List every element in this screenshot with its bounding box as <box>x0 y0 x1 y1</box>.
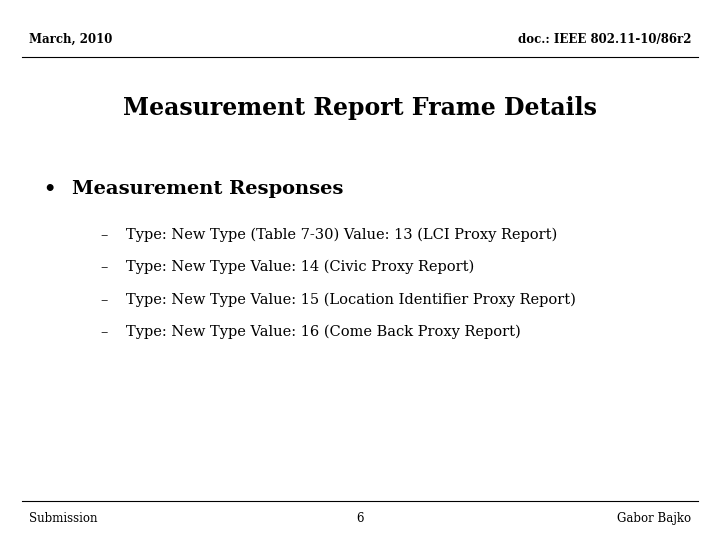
Text: 6: 6 <box>356 512 364 525</box>
Text: Submission: Submission <box>29 512 97 525</box>
Text: Type: New Type Value: 14 (Civic Proxy Report): Type: New Type Value: 14 (Civic Proxy Re… <box>126 260 474 274</box>
Text: Type: New Type Value: 16 (Come Back Proxy Report): Type: New Type Value: 16 (Come Back Prox… <box>126 325 521 339</box>
Text: March, 2010: March, 2010 <box>29 33 112 46</box>
Text: Gabor Bajko: Gabor Bajko <box>617 512 691 525</box>
Text: Type: New Type Value: 15 (Location Identifier Proxy Report): Type: New Type Value: 15 (Location Ident… <box>126 293 576 307</box>
Text: –: – <box>101 260 108 274</box>
Text: doc.: IEEE 802.11-10/86r2: doc.: IEEE 802.11-10/86r2 <box>518 33 691 46</box>
Text: –: – <box>101 325 108 339</box>
Text: Measurement Report Frame Details: Measurement Report Frame Details <box>123 96 597 120</box>
Text: Measurement Responses: Measurement Responses <box>72 180 343 198</box>
Text: –: – <box>101 293 108 307</box>
Text: –: – <box>101 228 108 242</box>
Text: Type: New Type (Table 7-30) Value: 13 (LCI Proxy Report): Type: New Type (Table 7-30) Value: 13 (L… <box>126 228 557 242</box>
Text: •: • <box>43 180 55 198</box>
